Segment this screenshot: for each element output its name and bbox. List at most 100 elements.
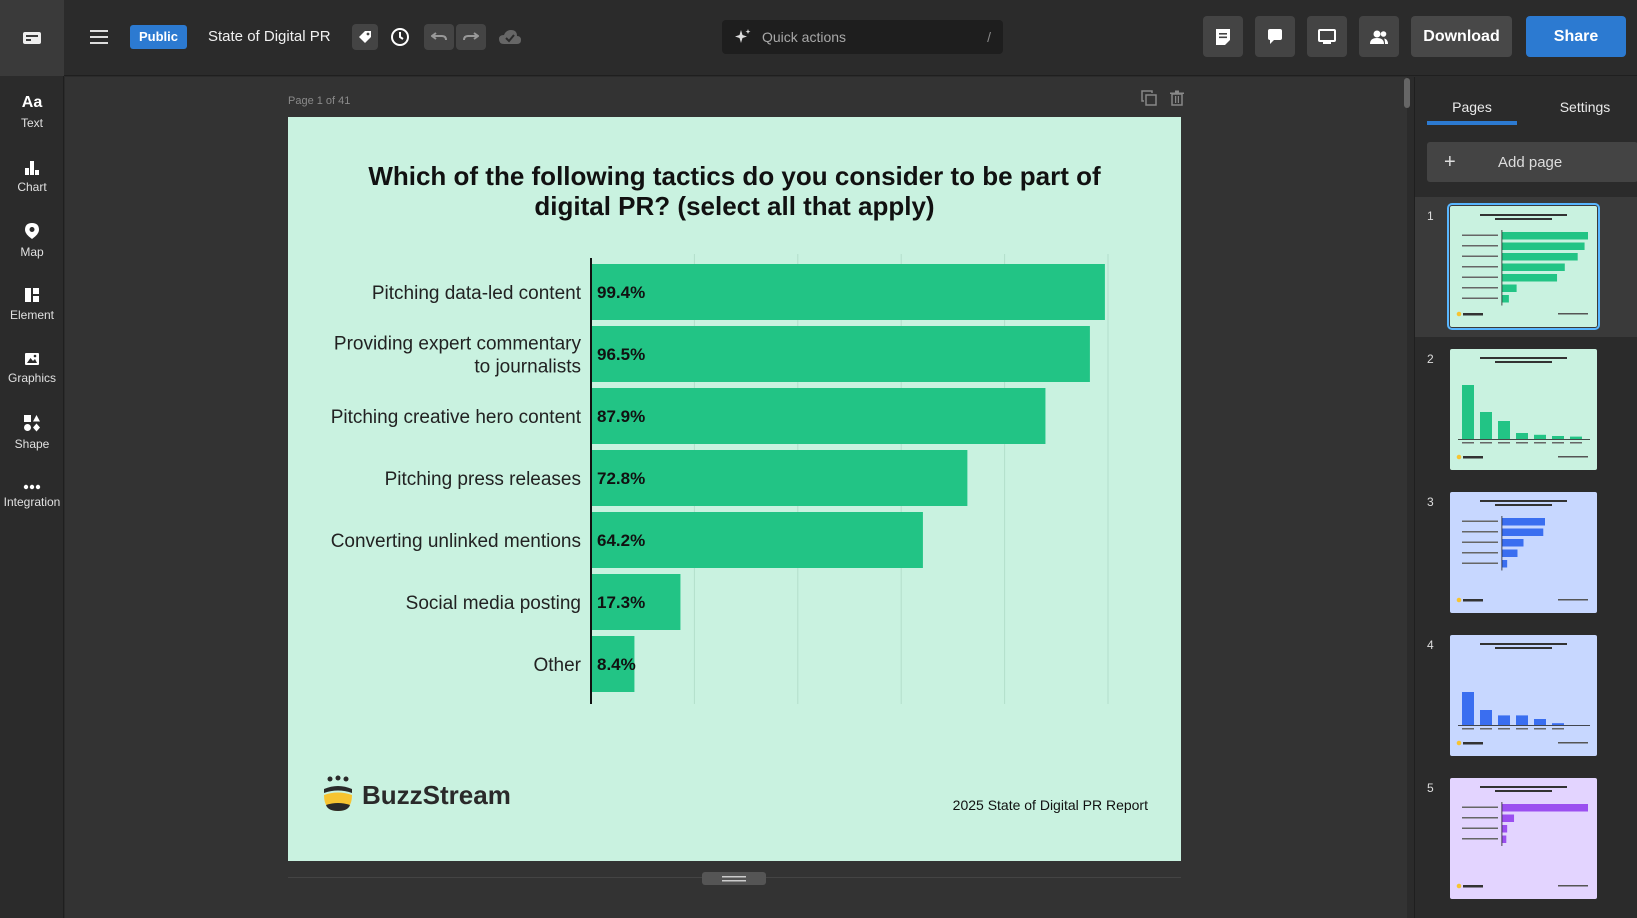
canvas-scrollbar[interactable] <box>1404 78 1410 108</box>
thumb-label-line <box>1462 728 1474 730</box>
page-thumbnail-row[interactable]: 5 <box>1415 769 1637 909</box>
thumb-label-line <box>1462 266 1498 268</box>
thumb-title-line <box>1480 786 1567 788</box>
chart-bar[interactable] <box>591 636 635 692</box>
bar-value-label: 8.4% <box>597 655 636 674</box>
page-thumbnail[interactable] <box>1450 492 1597 613</box>
thumb-logo-dot <box>1456 883 1462 889</box>
thumb-label-line <box>1462 297 1498 299</box>
category-label: Pitching data-led content <box>372 283 582 304</box>
bar-value-label: 17.3% <box>597 593 645 612</box>
download-button[interactable]: Download <box>1411 16 1512 57</box>
thumb-logo-dot <box>1456 311 1462 317</box>
thumb-label-line <box>1462 562 1498 564</box>
sidebar-item-chart[interactable]: Chart <box>0 148 64 204</box>
category-label: Pitching press releases <box>385 469 581 490</box>
thumb-logo-line <box>1463 742 1483 745</box>
sidebar-item-graphics[interactable]: Graphics <box>0 340 64 396</box>
quick-actions-shortcut: / <box>987 29 991 45</box>
chart-bar[interactable] <box>591 326 1090 382</box>
sidebar-item-element[interactable]: Element <box>0 276 64 332</box>
delete-page-button[interactable] <box>1169 90 1185 106</box>
sidebar-item-map[interactable]: Map <box>0 212 64 268</box>
thumb-axis <box>1458 439 1590 440</box>
chart-bar[interactable] <box>591 574 681 630</box>
page-thumbnail-row[interactable]: 3 <box>1415 483 1637 623</box>
thumb-bar <box>1502 814 1515 822</box>
category-label: Providing expert commentary <box>334 334 582 355</box>
history-button[interactable] <box>387 24 413 50</box>
page-thumbnail-row[interactable]: 1 <box>1415 197 1637 337</box>
sidebar-item-integration[interactable]: Integration <box>0 468 64 524</box>
app-logo-icon <box>23 32 41 44</box>
thumb-label-line <box>1516 442 1528 444</box>
tab-pages[interactable]: Pages <box>1452 99 1492 115</box>
add-page-label: Add page <box>1498 153 1563 171</box>
thumb-bar <box>1498 421 1510 439</box>
quick-actions-search[interactable]: Quick actions / <box>722 20 1003 54</box>
thumb-label-line <box>1462 287 1498 289</box>
page-thumbnail[interactable] <box>1447 203 1600 330</box>
thumb-label-line <box>1462 531 1498 533</box>
page-number: 2 <box>1427 352 1434 366</box>
page-thumbnail[interactable] <box>1450 635 1597 756</box>
chart-bar[interactable] <box>591 388 1046 444</box>
thumbnail-preview <box>1456 214 1588 317</box>
comments-button[interactable] <box>1255 16 1295 57</box>
thumb-label-line <box>1462 234 1498 236</box>
tab-settings[interactable]: Settings <box>1559 99 1611 115</box>
redo-button[interactable] <box>456 24 486 50</box>
thumb-logo-dot <box>1456 597 1462 603</box>
thumb-bar <box>1552 723 1564 725</box>
tag-button[interactable] <box>352 24 378 50</box>
top-bar: Public State of Digital PR <box>0 0 1637 76</box>
thumb-title-line <box>1495 504 1552 506</box>
comment-icon <box>1268 28 1282 44</box>
page-thumbnail[interactable] <box>1450 349 1597 470</box>
sidebar-item-label: Map <box>20 244 44 259</box>
thumb-logo-line <box>1463 313 1483 316</box>
thumb-label-line <box>1462 806 1498 808</box>
slide-title[interactable]: Which of the following tactics do you co… <box>368 161 1101 221</box>
thumb-label-line <box>1552 442 1564 444</box>
chart-bar[interactable] <box>591 264 1105 320</box>
thumb-bar <box>1502 549 1518 557</box>
sidebar-item-shape[interactable]: Shape <box>0 404 64 460</box>
pages-panel: Pages Settings + Add page 1 2 3 4 5 <box>1414 77 1637 918</box>
collaborators-button[interactable] <box>1359 16 1399 57</box>
page-thumbnail-row[interactable]: 2 <box>1415 340 1637 480</box>
chart-bar[interactable] <box>591 450 968 506</box>
thumb-bar <box>1502 242 1585 250</box>
page-resize-handle[interactable] <box>702 872 766 885</box>
notes-button[interactable] <box>1203 16 1243 57</box>
document-title[interactable]: State of Digital PR <box>208 28 331 45</box>
redo-icon <box>463 32 479 41</box>
present-button[interactable] <box>1307 16 1347 57</box>
brand-name: BuzzStream <box>362 779 511 810</box>
chart-bar[interactable] <box>591 512 923 568</box>
clock-icon <box>391 28 409 46</box>
page-thumbnail-row[interactable]: 4 <box>1415 626 1637 766</box>
sidebar-item-text[interactable]: Aa Text <box>0 84 64 140</box>
thumb-bar <box>1480 412 1492 439</box>
thumb-title-line <box>1480 357 1567 359</box>
cloud-saved-indicator <box>497 24 523 50</box>
thumb-footer-line <box>1558 456 1588 458</box>
thumb-bar <box>1516 715 1528 725</box>
thumb-title-line <box>1480 500 1567 502</box>
menu-button[interactable] <box>84 22 114 52</box>
bar-chart[interactable]: 99.4% Pitching data-led content 96.5% Provi… <box>288 117 1181 861</box>
undo-button[interactable] <box>424 24 454 50</box>
home-logo-button[interactable] <box>0 0 64 76</box>
duplicate-page-button[interactable] <box>1141 90 1157 106</box>
page-thumbnail[interactable] <box>1450 778 1597 899</box>
add-page-button[interactable]: + Add page <box>1427 142 1637 182</box>
share-button[interactable]: Share <box>1526 16 1626 57</box>
sidebar-item-label: Element <box>9 307 55 322</box>
thumb-label-line <box>1462 838 1498 840</box>
slide-page-1[interactable]: Which of the following tactics do you co… <box>288 117 1181 861</box>
page-indicator: Page 1 of 41 <box>288 95 351 107</box>
visibility-badge[interactable]: Public <box>130 25 188 49</box>
thumb-bar <box>1502 295 1509 303</box>
